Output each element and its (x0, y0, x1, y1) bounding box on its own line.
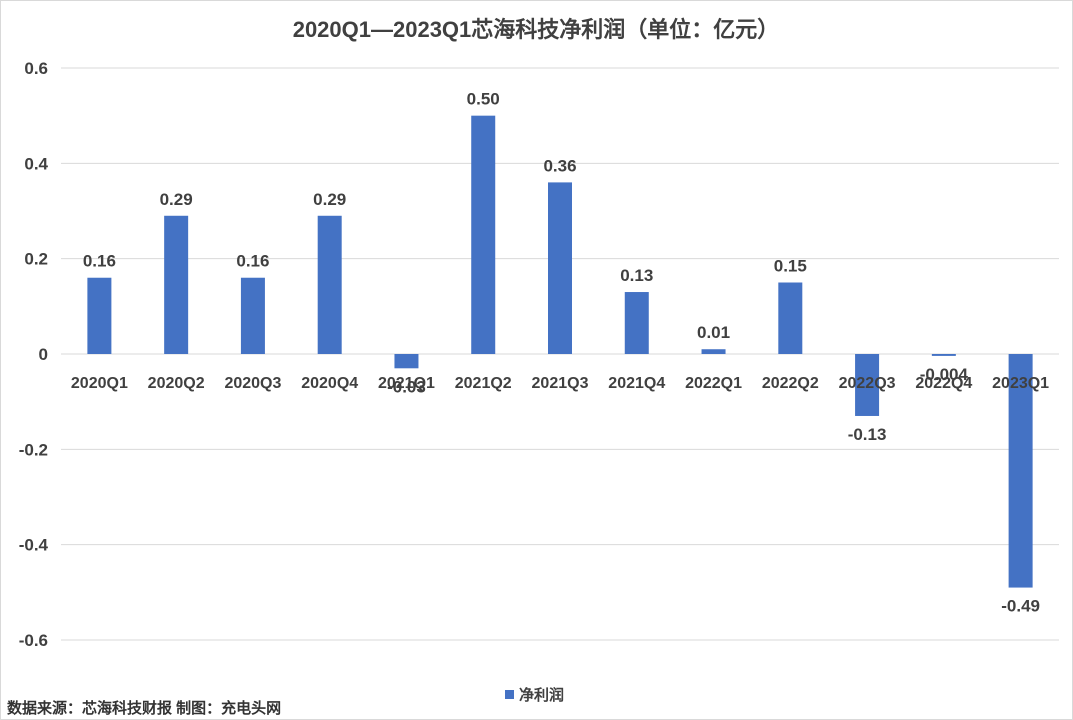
bar (240, 277, 265, 354)
bars (87, 115, 1033, 588)
data-label: 0.13 (620, 266, 653, 285)
data-label: 0.36 (543, 156, 576, 175)
bar (624, 292, 649, 354)
bar (87, 277, 112, 354)
x-tick-label: 2021Q1 (378, 375, 435, 392)
y-axis-ticks: 0.6 0.4 0.2 0 -0.2 -0.4 -0.6 (19, 59, 49, 650)
chart-title: 2020Q1—2023Q1芯海科技净利润（单位：亿元） (293, 17, 780, 42)
data-label: 0.01 (697, 323, 730, 342)
x-tick-label: 2022Q3 (839, 375, 896, 392)
data-label: 0.29 (160, 190, 193, 209)
data-label: 0.16 (236, 252, 269, 271)
data-label: -0.49 (1001, 597, 1040, 616)
bar (1008, 354, 1033, 588)
data-label: -0.004 (920, 365, 969, 384)
y-tick-label: 0.4 (24, 154, 48, 173)
x-tick-label: 2020Q1 (71, 375, 128, 392)
x-tick-label: 2022Q4 (915, 375, 972, 392)
data-label: 0.16 (83, 252, 116, 271)
bar (855, 354, 880, 416)
x-tick-label: 2022Q2 (762, 375, 819, 392)
data-label: 0.15 (774, 257, 807, 276)
y-tick-label: -0.4 (19, 536, 49, 555)
x-axis-ticks: 2020Q1 2020Q2 2020Q3 2020Q4 2021Q1 2021Q2 2021… (71, 375, 1049, 392)
legend-label: 净利润 (519, 686, 564, 704)
data-label: -0.03 (387, 377, 426, 396)
y-tick-label: -0.2 (19, 440, 48, 459)
bar (548, 182, 572, 354)
bar (471, 115, 496, 355)
data-label: -0.13 (848, 425, 887, 444)
x-tick-label: 2021Q3 (532, 375, 589, 392)
y-tick-label: 0.2 (24, 250, 48, 269)
x-tick-label: 2020Q4 (301, 375, 358, 392)
bar (394, 354, 419, 369)
x-tick-label: 2023Q1 (992, 375, 1049, 392)
bar (164, 215, 189, 354)
x-tick-label: 2020Q2 (148, 375, 205, 392)
bar (778, 282, 803, 354)
y-tick-label: 0.6 (24, 59, 48, 78)
bar (701, 349, 726, 354)
x-tick-label: 2021Q2 (455, 375, 512, 392)
data-labels: 0.16 0.29 0.16 0.29 -0.03 0.50 0.36 0.13 0.01 0.1… (83, 90, 1040, 616)
bar (931, 354, 956, 356)
y-tick-label: 0 (39, 345, 48, 364)
data-label: 0.50 (467, 90, 500, 109)
source-note: 数据来源：芯海科技财报 制图：充电头网 (7, 699, 281, 717)
bar (317, 215, 342, 354)
y-tick-label: -0.6 (19, 631, 48, 650)
x-tick-label: 2021Q4 (608, 375, 665, 392)
legend-swatch (505, 690, 514, 699)
data-label: 0.29 (313, 190, 346, 209)
x-tick-label: 2022Q1 (685, 375, 742, 392)
legend: 净利润 (505, 686, 564, 704)
x-tick-label: 2020Q3 (224, 375, 281, 392)
